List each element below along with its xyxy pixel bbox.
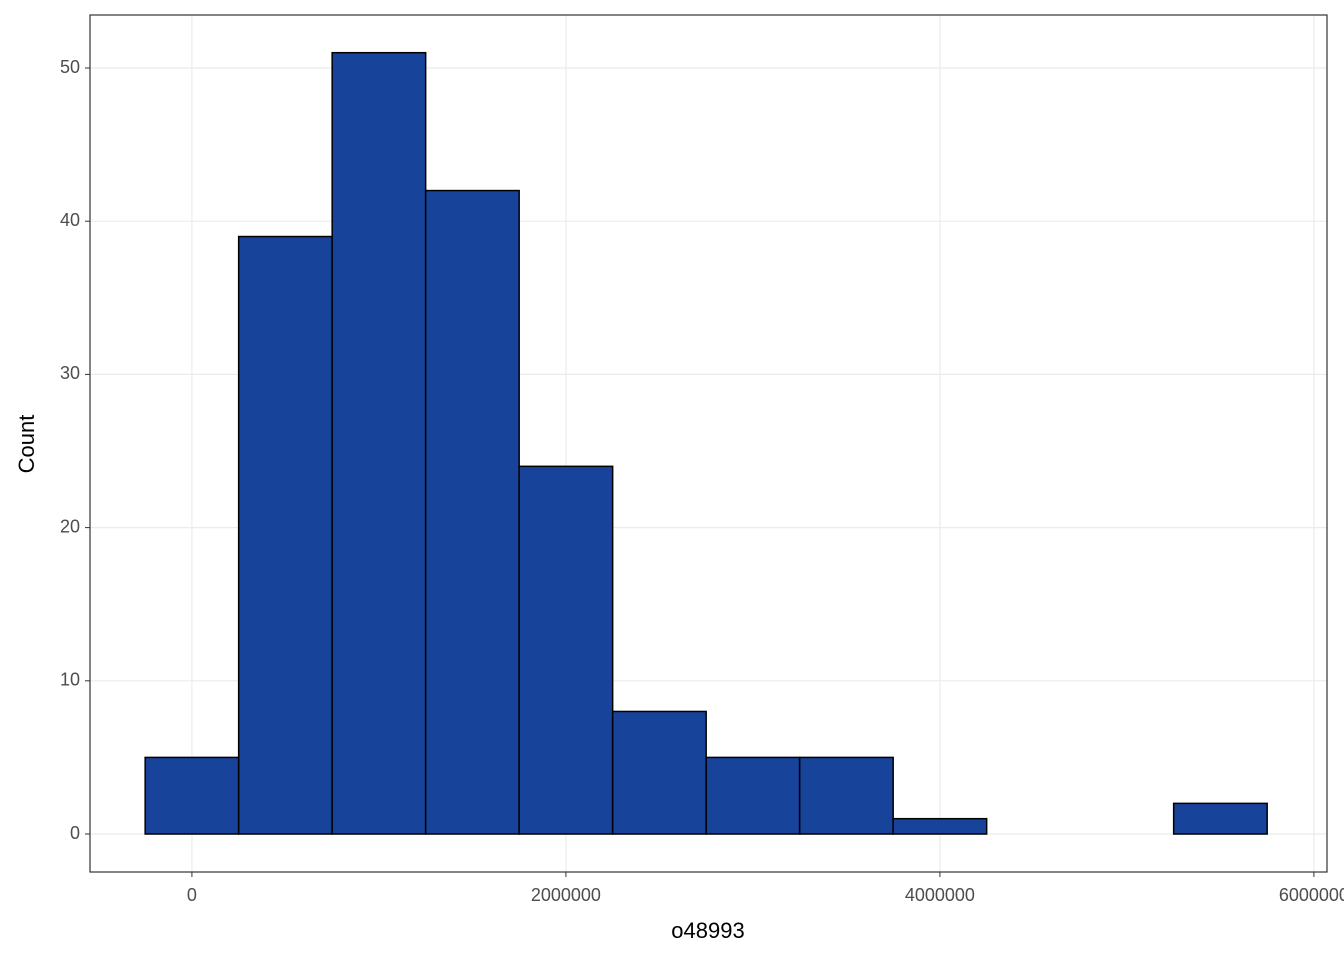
bar: [144, 756, 240, 835]
bar: [424, 189, 520, 835]
plot-border: [89, 14, 1328, 873]
bar: [705, 756, 801, 835]
x-tick-label: 2000000: [531, 885, 601, 905]
y-tick-label: 20: [60, 516, 80, 536]
y-axis-label: Count: [14, 415, 39, 474]
bar: [237, 235, 333, 835]
bar: [1172, 802, 1268, 835]
bar: [798, 756, 894, 835]
x-tick-label: 4000000: [905, 885, 975, 905]
bar: [331, 51, 427, 835]
y-tick-label: 0: [70, 823, 80, 843]
bar: [518, 465, 614, 835]
x-tick-label: 0: [187, 885, 197, 905]
y-tick-label: 30: [60, 363, 80, 383]
bar: [892, 817, 988, 835]
x-axis-label: o48993: [671, 918, 744, 943]
bar: [611, 710, 707, 835]
y-tick-label: 10: [60, 670, 80, 690]
y-tick-label: 40: [60, 210, 80, 230]
y-tick-label: 50: [60, 57, 80, 77]
x-tick-label: 6000000: [1279, 885, 1344, 905]
